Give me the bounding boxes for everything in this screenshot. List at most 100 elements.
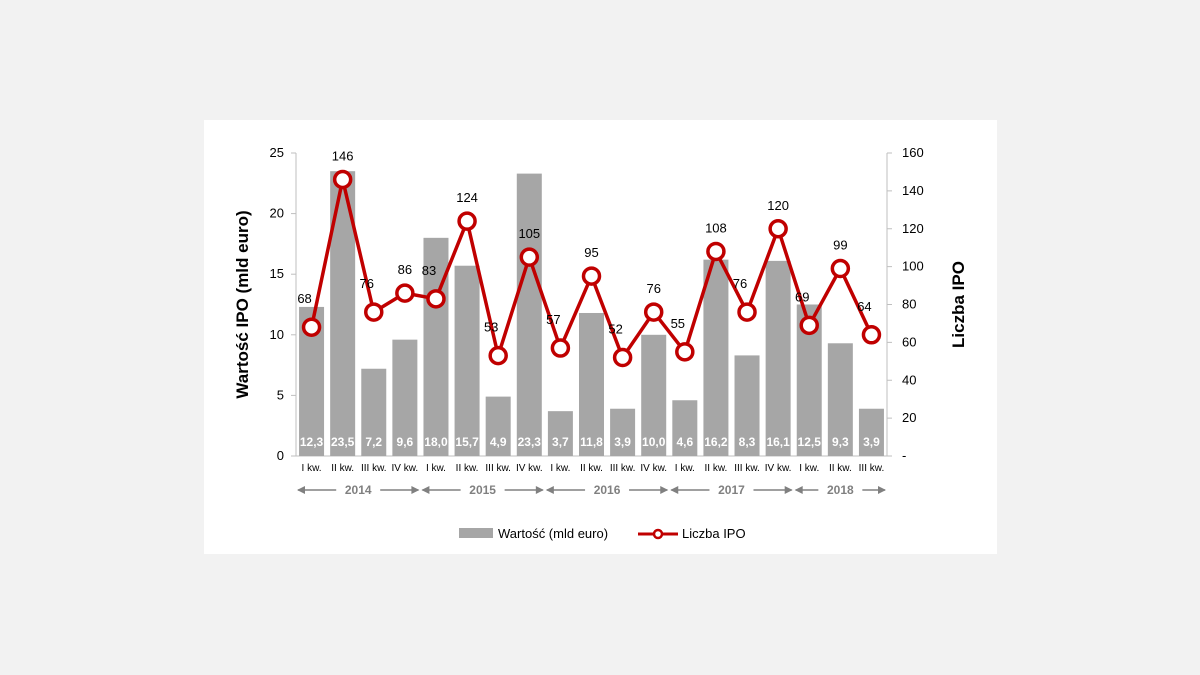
bar-18 [858,408,884,456]
bar-11 [641,334,667,456]
ipo-value-label: 105 [518,226,540,241]
bar-17 [827,343,853,456]
year-label: 2016 [594,483,621,497]
bar-value-label: 16,1 [766,435,790,449]
ipo-value-label: 95 [584,245,598,260]
ipo-point-14 [737,302,757,322]
ipo-point-16 [799,315,819,336]
ipo-value-label: 69 [795,289,809,304]
ipo-point-18 [861,325,882,345]
bar-value-label: 23,5 [331,435,355,449]
right-tick-label: 120 [902,221,924,236]
year-label: 2017 [718,483,745,497]
ipo-value-label: 76 [360,276,374,291]
ipo-chart: 0 5 10 15 20 25 - 20 40 60 80 100 120 140 160 Wartość I… [233,145,968,541]
right-tick-label: 40 [902,372,916,387]
ipo-value-label: 108 [705,220,727,235]
category-label: III kw. [361,463,387,474]
bar-12 [672,400,698,456]
legend-line-marker [652,528,664,540]
category-label: I kw. [302,463,322,474]
legend-bar-swatch [459,528,493,538]
bar-9 [579,312,604,456]
right-tick-label: 80 [902,297,916,312]
category-label: I kw. [550,463,570,474]
category-label: III kw. [610,463,636,474]
right-axis-title: Liczba IPO [949,261,968,348]
ipo-value-label: 124 [456,190,478,205]
left-tick-label: 20 [270,206,284,221]
ipo-value-label: 120 [767,198,789,213]
bar-6 [485,396,511,456]
category-label: III kw. [734,463,760,474]
right-tick-label: 20 [902,410,916,425]
ipo-value-label: 64 [857,299,871,314]
left-tick-label: 25 [270,145,284,160]
year-arrow-right-head [878,486,886,494]
ipo-value-label: 57 [546,312,560,327]
bar-value-label: 3,7 [552,435,569,449]
bar-value-label: 9,3 [832,435,849,449]
ipo-point-1 [332,169,353,190]
bar-value-label: 12,3 [300,435,324,449]
category-label: II kw. [580,463,603,474]
bar-13 [703,259,729,456]
ipo-value-label: 76 [646,281,660,296]
bar-value-label: 9,6 [397,435,414,449]
left-tick-label: 15 [270,266,284,281]
year-label: 2018 [827,483,854,497]
bar-value-label: 4,6 [676,435,693,449]
ipo-point-12 [675,342,695,362]
year-arrow-left-head [421,486,430,494]
bar-value-label: 18,0 [424,435,448,449]
bar-15 [765,260,791,456]
ipo-value-label: 53 [484,320,498,335]
year-arrow-right-head [411,486,420,494]
category-label: III kw. [485,463,511,474]
ipo-value-label: 99 [833,238,847,253]
ipo-value-label: 76 [733,276,747,291]
bar-value-label: 8,3 [739,435,756,449]
right-tick-label: 140 [902,183,924,198]
right-tick-label: 160 [902,145,924,160]
bar-value-label: 11,8 [580,435,603,449]
bar-8 [547,411,573,456]
category-label: II kw. [331,463,354,474]
ipo-point-3 [395,283,415,303]
category-label: IV kw. [392,463,419,474]
ipo-point-17 [830,258,851,279]
right-tick-label: - [902,448,906,463]
category-label: I kw. [675,463,695,474]
ipo-value-label: 83 [422,263,436,278]
ipo-value-label: 146 [332,149,354,164]
bar-10 [610,408,636,456]
category-label: III kw. [859,463,885,474]
ipo-point-6 [488,345,508,366]
bar-7 [516,173,542,456]
ipo-point-11 [643,302,664,322]
category-label: I kw. [426,463,446,474]
category-label: IV kw. [765,463,792,474]
ipo-point-15 [768,219,788,239]
year-arrow-left-head [545,486,554,494]
year-arrow-left-head [794,486,803,494]
legend-line-label: Liczba IPO [682,526,746,541]
bar-value-label: 16,2 [704,435,728,449]
year-arrow-right-head [660,486,669,494]
chart-card: 0 5 10 15 20 25 - 20 40 60 80 100 120 140 160 Wartość I… [204,120,997,554]
bar-value-label: 7,2 [365,435,382,449]
category-label: II kw. [705,463,728,474]
legend-bar-label: Wartość (mld euro) [498,526,608,541]
bar-14 [734,355,760,456]
ipo-value-label: 68 [297,291,311,306]
left-tick-label: 10 [270,327,284,342]
bar-value-label: 12,5 [798,435,822,449]
year-arrow-left-head [297,486,305,494]
bar-2 [361,368,387,456]
left-tick-label: 0 [277,448,284,463]
ipo-value-label: 52 [608,322,622,337]
year-label: 2014 [345,483,372,497]
ipo-point-0 [301,317,322,337]
bar-value-label: 10,0 [642,435,666,449]
bar-value-label: 15,7 [455,435,479,449]
